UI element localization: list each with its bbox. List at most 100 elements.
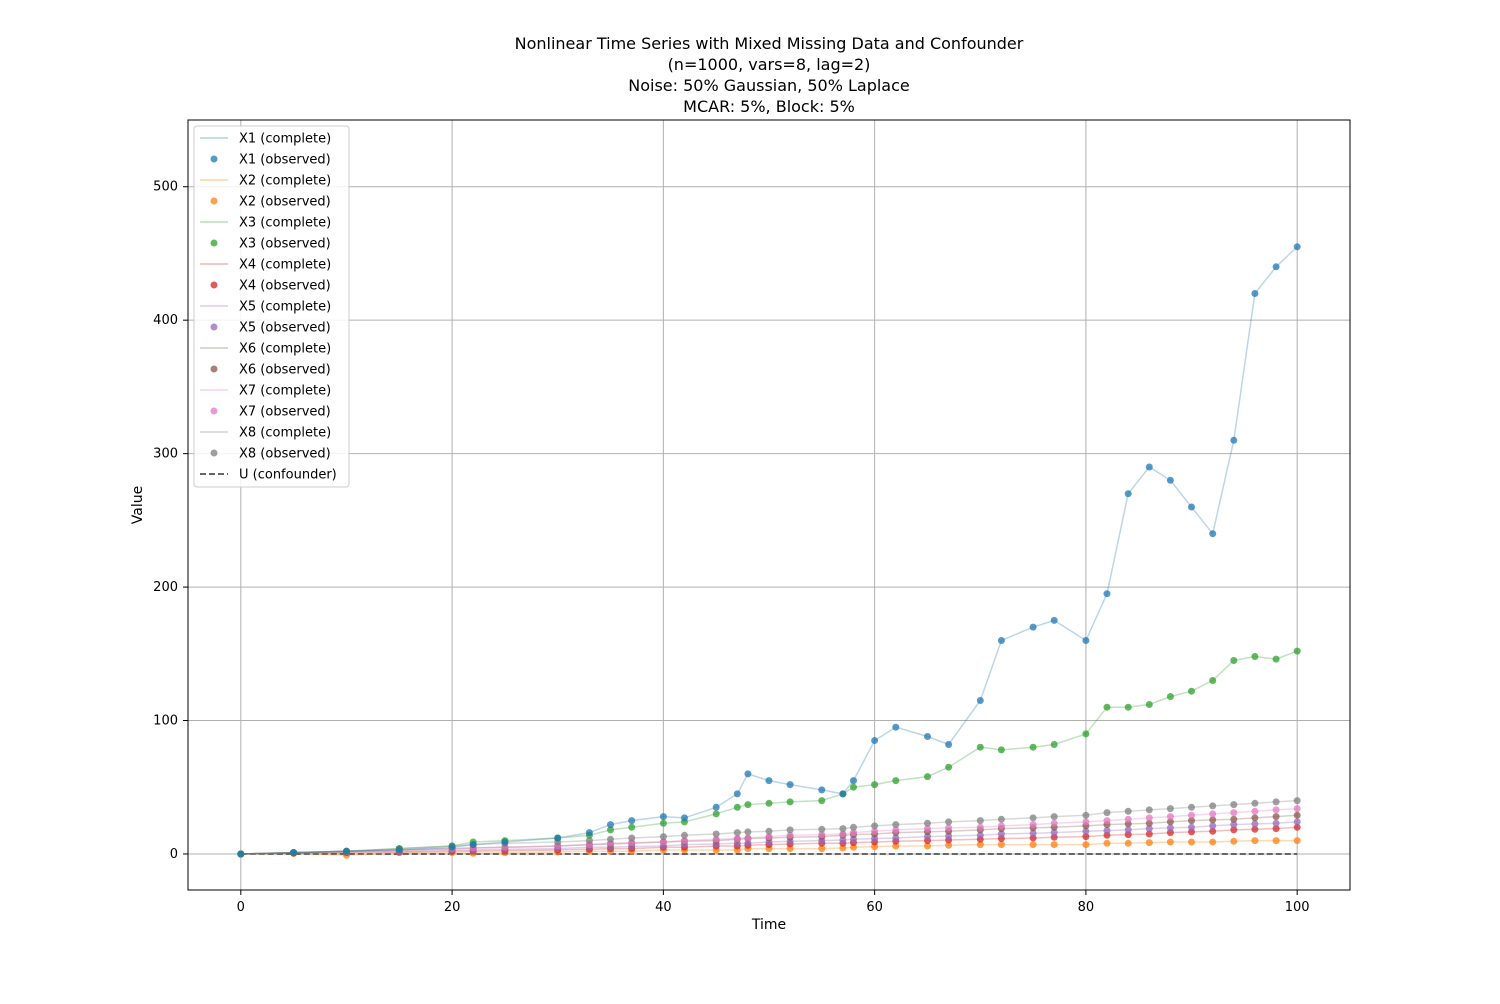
point-X3-10 [628, 823, 636, 831]
point-X7-34 [1188, 811, 1195, 819]
point-X7-17 [786, 831, 794, 839]
point-X4-32 [1145, 830, 1153, 838]
legend-label-2: X2 (complete) [239, 174, 331, 189]
point-X8-12 [681, 831, 688, 839]
point-X2-36 [1230, 837, 1238, 845]
point-X1-20 [850, 777, 857, 785]
legend-swatch-13 [210, 407, 218, 415]
point-X1-30 [1103, 590, 1111, 598]
point-X7-16 [765, 833, 773, 841]
series-line-X6 [240, 814, 1298, 855]
point-X1-29 [1082, 637, 1090, 644]
y-tick-label-0: 0 [170, 847, 178, 862]
point-X7-20 [850, 829, 857, 837]
legend-label-5: X3 (observed) [239, 237, 331, 252]
point-X3-9 [607, 826, 614, 834]
point-X1-39 [1293, 243, 1301, 251]
point-X7-13 [712, 835, 720, 843]
point-X1-19 [839, 790, 847, 798]
point-X7-27 [1029, 821, 1037, 829]
point-X8-29 [1082, 811, 1090, 819]
legend-label-10: X6 (complete) [239, 342, 331, 357]
point-X3-20 [850, 783, 857, 791]
point-X4-35 [1209, 827, 1217, 835]
point-X3-31 [1124, 703, 1132, 711]
point-X4-36 [1230, 826, 1238, 834]
point-X7-35 [1209, 810, 1217, 818]
series-line-X8 [240, 799, 1298, 855]
point-X5-31 [1124, 826, 1132, 834]
point-X8-27 [1029, 814, 1037, 822]
point-X3-11 [659, 819, 667, 827]
point-X5-36 [1230, 821, 1238, 829]
point-X3-29 [1082, 730, 1090, 738]
legend-swatch-5 [210, 239, 218, 247]
point-X1-35 [1209, 530, 1217, 538]
title-line-1: Nonlinear Time Series with Mixed Missing… [515, 34, 1024, 53]
point-X7-14 [733, 835, 741, 843]
point-X7-28 [1050, 819, 1058, 827]
point-X7-19 [839, 830, 847, 838]
point-X1-32 [1145, 463, 1153, 471]
point-X5-26 [997, 830, 1005, 838]
point-X3-32 [1145, 701, 1153, 708]
legend-label-3: X2 (observed) [239, 195, 331, 210]
series-layer [237, 243, 1301, 859]
point-X7-26 [997, 822, 1005, 830]
point-X2-31 [1124, 839, 1132, 847]
point-X8-22 [892, 821, 900, 829]
point-X8-39 [1293, 797, 1301, 805]
point-X3-36 [1230, 657, 1238, 664]
y-tick-label-400: 400 [153, 313, 178, 328]
point-X2-33 [1166, 838, 1174, 846]
point-X8-23 [924, 819, 931, 827]
point-X7-38 [1272, 806, 1280, 814]
point-X1-17 [786, 781, 794, 789]
point-X1-26 [997, 637, 1005, 644]
point-X5-29 [1082, 827, 1090, 835]
point-X3-30 [1103, 703, 1111, 711]
point-X8-38 [1272, 798, 1280, 806]
point-X1-22 [892, 723, 900, 731]
point-X8-30 [1103, 809, 1111, 817]
point-X1-34 [1188, 503, 1195, 511]
point-X2-37 [1251, 837, 1259, 845]
point-X3-17 [786, 798, 794, 806]
point-X1-2 [343, 847, 350, 855]
point-X5-30 [1103, 827, 1111, 835]
legend-label-0: X1 (complete) [239, 132, 331, 147]
point-X3-15 [744, 801, 752, 809]
point-X2-39 [1293, 837, 1301, 845]
point-X8-26 [997, 815, 1005, 823]
point-X8-28 [1050, 813, 1058, 821]
point-X1-24 [945, 741, 953, 748]
point-X3-34 [1188, 687, 1195, 695]
point-X8-17 [786, 826, 794, 834]
point-X1-13 [712, 803, 720, 811]
point-X7-22 [892, 826, 900, 834]
grid-layer [188, 120, 1350, 890]
point-X1-16 [765, 777, 773, 785]
legend-swatch-11 [210, 365, 218, 373]
point-X3-39 [1293, 647, 1301, 655]
x-tick-label-0: 0 [237, 900, 245, 915]
point-X1-23 [924, 733, 931, 740]
legend-swatch-3 [210, 197, 218, 205]
point-X5-32 [1145, 825, 1153, 833]
point-X7-37 [1251, 807, 1259, 815]
point-X2-32 [1145, 839, 1153, 847]
legend-label-12: X7 (complete) [239, 384, 331, 399]
point-X8-9 [607, 835, 614, 843]
legend-swatch-9 [210, 323, 218, 331]
y-tick-label-300: 300 [153, 447, 178, 462]
point-X5-33 [1166, 824, 1174, 832]
point-X8-35 [1209, 802, 1217, 810]
point-X3-24 [945, 763, 953, 771]
point-X1-36 [1230, 436, 1238, 444]
x-tick-label-80: 80 [1078, 900, 1095, 915]
legend-label-8: X5 (complete) [239, 300, 331, 315]
legend-label-13: X7 (observed) [239, 405, 331, 420]
point-X1-25 [976, 697, 984, 704]
point-X2-29 [1082, 841, 1090, 849]
point-X1-12 [681, 814, 688, 822]
